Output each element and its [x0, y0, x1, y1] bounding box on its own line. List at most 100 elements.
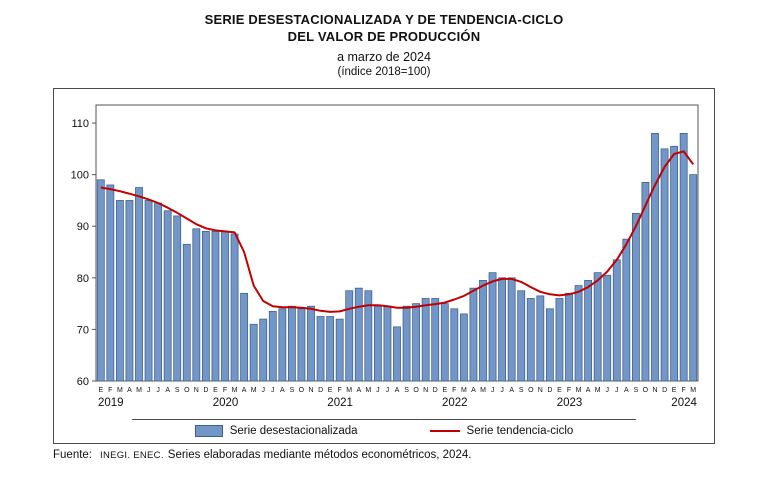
month-label: O	[299, 387, 305, 394]
month-label: F	[223, 387, 227, 394]
bar	[316, 316, 325, 382]
bar	[230, 233, 239, 382]
legend: Serie desestacionalizada Serie tendencia…	[132, 418, 636, 443]
month-label: M	[232, 387, 238, 394]
bar	[660, 148, 669, 382]
month-label: M	[595, 387, 601, 394]
month-label: M	[251, 387, 257, 394]
bar	[221, 230, 229, 382]
bar	[135, 187, 143, 382]
bar	[612, 259, 621, 382]
month-label: E	[213, 387, 218, 394]
month-label: O	[643, 387, 649, 394]
month-label: N	[538, 387, 543, 394]
month-label: D	[547, 387, 552, 394]
bar	[115, 200, 124, 382]
bar	[507, 277, 516, 382]
bar	[555, 298, 564, 382]
chart-header: SERIE DESESTACIONALIZADA Y DE TENDENCIA-…	[0, 12, 768, 80]
month-label: S	[519, 387, 524, 394]
bar	[144, 200, 153, 382]
month-label: A	[127, 387, 132, 394]
title-line-2: DEL VALOR DE PRODUCCIÓN	[287, 28, 481, 44]
month-label: O	[413, 387, 419, 394]
month-label: S	[175, 387, 180, 394]
month-label: J	[605, 387, 609, 394]
bar	[641, 181, 650, 382]
month-label: M	[480, 387, 486, 394]
month-label: S	[404, 387, 409, 394]
bar	[345, 290, 354, 382]
month-label: S	[634, 387, 639, 394]
month-label: A	[356, 387, 361, 394]
bar	[211, 230, 220, 382]
month-label: J	[261, 387, 265, 394]
title-index-note: (índice 2018=100)	[337, 66, 431, 79]
bar	[182, 243, 191, 382]
bar	[240, 292, 249, 382]
y-tick-label: 80	[77, 273, 89, 285]
bar	[679, 132, 688, 382]
month-label: M	[576, 387, 582, 394]
bar	[173, 215, 182, 382]
month-label: M	[136, 387, 142, 394]
year-label: 2020	[213, 397, 239, 409]
month-label: M	[346, 387, 352, 394]
month-label: M	[117, 387, 123, 394]
bar	[565, 292, 573, 382]
bar	[536, 295, 545, 382]
bar	[440, 303, 449, 382]
month-label: D	[433, 387, 438, 394]
month-label: A	[280, 387, 285, 394]
plot-area: 60 70 80 90 100 110 E F M A M J J A S O N D E F M A M J J A S O N D E F…	[54, 89, 714, 419]
bar	[326, 316, 335, 382]
bar	[163, 210, 172, 382]
month-label: E	[98, 387, 103, 394]
bar	[469, 287, 478, 382]
month-label: E	[328, 387, 333, 394]
month-label: O	[184, 387, 190, 394]
bar	[526, 298, 535, 382]
month-label: J	[156, 387, 160, 394]
month-label: J	[147, 387, 151, 394]
y-tick-label: 110	[71, 118, 89, 130]
month-label: J	[500, 387, 504, 394]
month-label: A	[586, 387, 591, 394]
month-label: M	[461, 387, 467, 394]
year-label: 2022	[442, 397, 468, 409]
month-label: D	[662, 387, 667, 394]
month-label: E	[672, 387, 677, 394]
legend-item-desestacionalizada: Serie desestacionalizada	[194, 424, 358, 437]
bar	[383, 305, 392, 382]
bar	[488, 272, 497, 382]
bar	[278, 308, 287, 382]
month-label: A	[165, 387, 170, 394]
bar	[268, 310, 277, 382]
month-label: D	[318, 387, 323, 394]
bar	[479, 279, 487, 382]
month-label: J	[615, 387, 619, 394]
bar	[593, 272, 602, 382]
month-label: N	[308, 387, 313, 394]
source-text: Series elaboradas mediante métodos econo…	[167, 448, 472, 461]
title-line-1: SERIE DESESTACIONALIZADA Y DE TENDENCIA-…	[204, 12, 564, 27]
bar	[450, 308, 459, 382]
month-label: F	[567, 387, 571, 394]
month-label: O	[528, 387, 534, 394]
source-note: Fuente: INEGI. ENEC. Series elaboradas med…	[53, 449, 715, 461]
bar	[154, 202, 163, 382]
bar	[498, 277, 507, 382]
title-period: a marzo de 2024	[337, 49, 431, 64]
month-label: N	[194, 387, 199, 394]
bar	[459, 313, 468, 382]
bar	[402, 305, 411, 382]
month-label: S	[290, 387, 295, 394]
bar	[603, 274, 612, 382]
month-label: J	[271, 387, 275, 394]
year-label: 2024	[671, 397, 697, 409]
bar	[412, 303, 421, 382]
source-institution: INEGI. ENEC.	[100, 449, 164, 461]
bar	[192, 228, 201, 382]
